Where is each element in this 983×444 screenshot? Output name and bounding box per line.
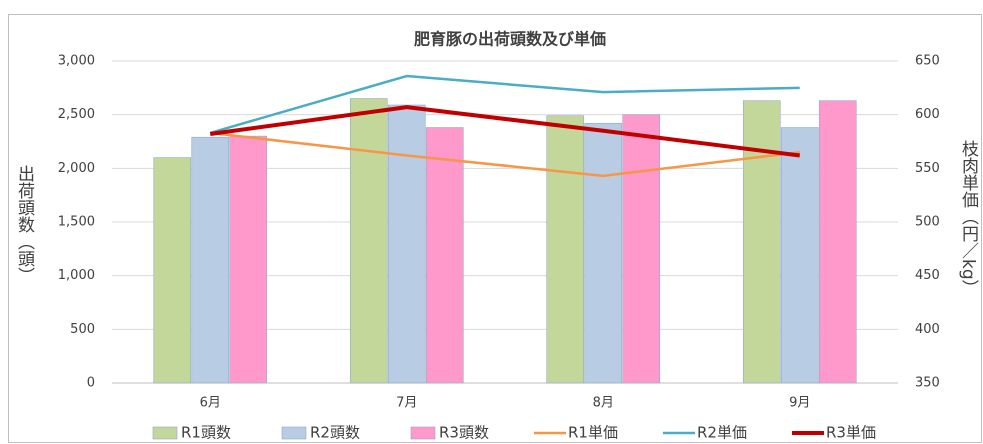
y2-tick-label: 650 [915,54,940,69]
bar [780,127,819,384]
y2-tick-label: 550 [915,161,940,176]
y-tick-label: 1,000 [58,268,95,283]
bar [153,157,192,384]
bar [191,136,230,384]
y-axis-title: 出荷頭数（頭） [14,165,35,284]
y2-tick-label: 500 [915,215,940,230]
y2-axis-title: 枝肉単価（円／kg） [958,140,979,297]
bar [818,100,857,384]
y-tick-label: 3,000 [58,54,95,69]
bar [622,114,661,384]
y2-tick-label: 400 [915,322,940,337]
y-tick-label: 500 [70,322,95,337]
line [209,105,800,158]
legend-label: R1単価 [568,424,618,442]
y-tick-label: 0 [87,376,95,391]
bar [425,127,464,384]
legend-swatch [281,426,307,440]
legend-label: R2単価 [697,424,747,442]
line [210,131,800,178]
y-tick-label: 2,000 [58,161,95,176]
chart-title: 肥育豚の出荷頭数及び単価 [414,30,606,49]
y-tick-label: 2,500 [58,107,95,122]
x-tick-label: 6月 [200,396,221,411]
legend-label: R2頭数 [310,424,360,442]
y2-tick-label: 600 [915,107,940,122]
bar [546,115,585,384]
legend-label: R3単価 [826,424,876,442]
y-tick-label: 1,500 [58,215,95,230]
bar [584,122,623,384]
legend-swatch [152,426,178,440]
bar [387,104,426,384]
line [209,74,800,135]
legend-label: R1頭数 [181,424,231,442]
x-tick-label: 8月 [593,396,614,411]
legend-swatch [410,426,436,440]
legend-label: R3頭数 [439,424,489,442]
bar [349,98,388,384]
bar [742,100,781,384]
y2-tick-label: 350 [915,376,940,391]
y2-tick-label: 450 [915,268,940,283]
x-tick-label: 7月 [396,396,417,411]
x-tick-label: 9月 [789,396,810,411]
bar [229,135,268,384]
